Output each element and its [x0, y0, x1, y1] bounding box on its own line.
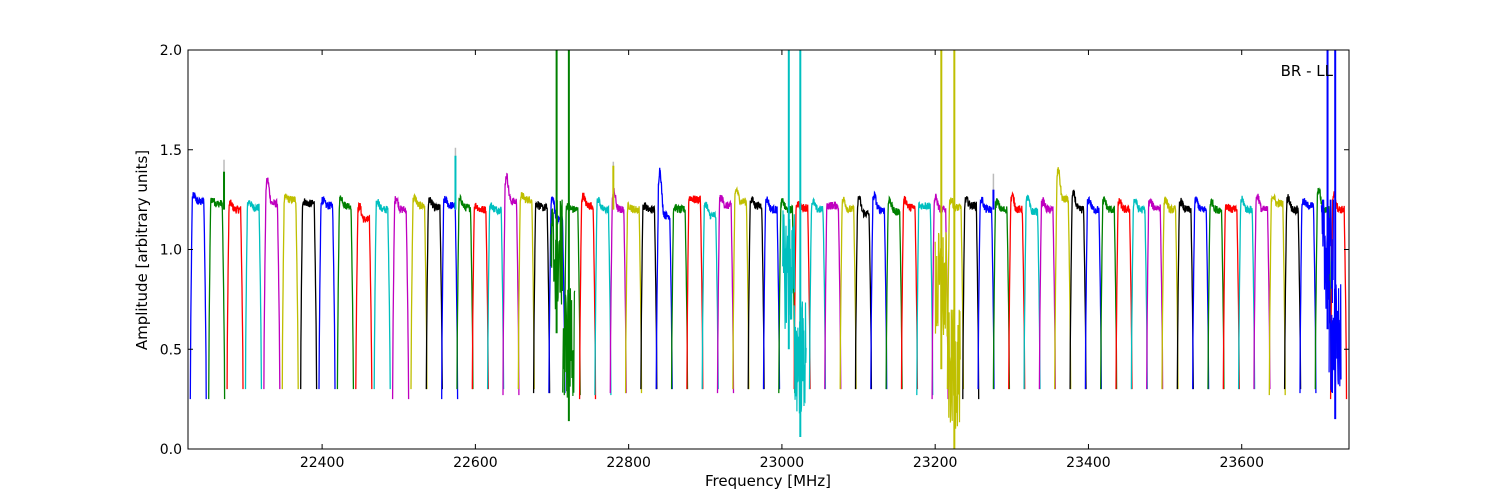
x-tick-label: 22600: [453, 455, 498, 471]
channel-line: [1192, 196, 1210, 390]
channel-line: [962, 196, 980, 400]
channel-line: [502, 172, 520, 396]
channel-line: [456, 193, 474, 390]
channel-line: [916, 201, 934, 396]
channel-line: [563, 202, 581, 396]
channel-line: [1237, 195, 1256, 390]
y-tick-label: 0.5: [160, 342, 182, 358]
channel-line: [977, 196, 995, 390]
channel-line: [946, 197, 965, 390]
channel-line: [1207, 198, 1225, 390]
channel-line: [870, 190, 888, 390]
channel-line: [263, 177, 281, 390]
y-axis-label: Amplitude [arbitrary units]: [133, 150, 151, 350]
channel-line: [839, 196, 857, 390]
channel-line: [1038, 197, 1056, 390]
channel-line: [300, 198, 318, 390]
y-tick-label: 2.0: [160, 43, 182, 59]
channel-line: [373, 199, 391, 390]
plot-area: [188, 50, 1349, 449]
channel-line: [1253, 193, 1271, 390]
channel-line: [686, 195, 704, 390]
channel-line: [318, 196, 336, 390]
rfi-noise: [1320, 199, 1335, 309]
channel-line: [808, 196, 827, 390]
y-tick-label: 1.5: [160, 143, 182, 159]
channel-line: [1130, 198, 1148, 390]
channel-line: [1161, 196, 1179, 390]
channel-line: [281, 193, 299, 390]
channel-line: [931, 193, 949, 400]
channel-line: [1115, 198, 1133, 390]
rfi-noise: [793, 301, 807, 414]
annotation-label: BR - LL: [1281, 62, 1334, 80]
y-tick-label: 1.0: [160, 243, 182, 259]
channel-line: [471, 202, 489, 390]
channel-line: [336, 195, 355, 390]
channel-line: [1008, 191, 1026, 390]
channel-line: [532, 201, 551, 394]
channel-line: [1100, 196, 1118, 390]
channel-line: [189, 191, 207, 400]
channel-line: [1054, 167, 1072, 390]
channel-line: [1299, 198, 1317, 394]
channel-line: [1084, 196, 1102, 390]
channel-line: [732, 186, 750, 390]
channel-line: [900, 195, 919, 390]
channel-line: [1146, 197, 1164, 390]
x-tick-label: 23400: [1066, 455, 1111, 471]
channel-line: [778, 198, 796, 394]
channel-line: [1268, 193, 1286, 396]
channel-line: [885, 195, 903, 390]
channel-line: [1283, 194, 1302, 390]
channel-line: [670, 203, 689, 390]
channel-line: [640, 202, 658, 390]
channel-line: [391, 196, 410, 400]
rfi-noise: [934, 232, 948, 337]
channel-line: [701, 201, 719, 390]
channel-line: [716, 194, 735, 394]
axes-layer: 22400 22600 22800 23000 23200 23400 23600 0.0 0.…: [160, 43, 1349, 471]
y-tick-label: 0.0: [160, 442, 182, 458]
rfi-noise: [947, 309, 961, 429]
x-tick-label: 23200: [913, 455, 958, 471]
channel-line: [486, 202, 505, 390]
channel-line: [1222, 203, 1240, 390]
channel-line: [425, 197, 443, 390]
channel-line: [355, 202, 373, 390]
channel-line: [624, 201, 643, 394]
channel-line: [594, 196, 612, 396]
channel-line: [517, 192, 535, 390]
channel-line: [1069, 189, 1087, 390]
channel-line: [1176, 197, 1194, 390]
channel-line: [208, 197, 226, 400]
x-tick-label: 23000: [760, 455, 805, 471]
rfi-noise: [550, 199, 564, 310]
x-tick-label: 22800: [606, 455, 651, 471]
channel-line: [1329, 191, 1348, 400]
channel-line: [410, 193, 428, 390]
rfi-noise: [1328, 280, 1342, 394]
channel-line: [824, 201, 842, 390]
rfi-noise: [782, 210, 796, 329]
channel-line: [762, 196, 781, 390]
channel-line: [244, 200, 263, 390]
channel-line: [578, 192, 597, 400]
channel-line: [854, 194, 873, 390]
channel-line: [992, 198, 1011, 390]
series-layer: [189, 50, 1348, 449]
rfi-noise: [562, 288, 576, 398]
channel-line: [1023, 194, 1041, 390]
channel-line: [655, 167, 673, 390]
x-tick-label: 23600: [1219, 455, 1264, 471]
channel-line: [226, 199, 244, 390]
x-axis-label: Frequency [MHz]: [705, 472, 831, 490]
x-tick-label: 22400: [300, 455, 345, 471]
channel-line: [793, 200, 811, 390]
channel-line: [747, 196, 765, 390]
